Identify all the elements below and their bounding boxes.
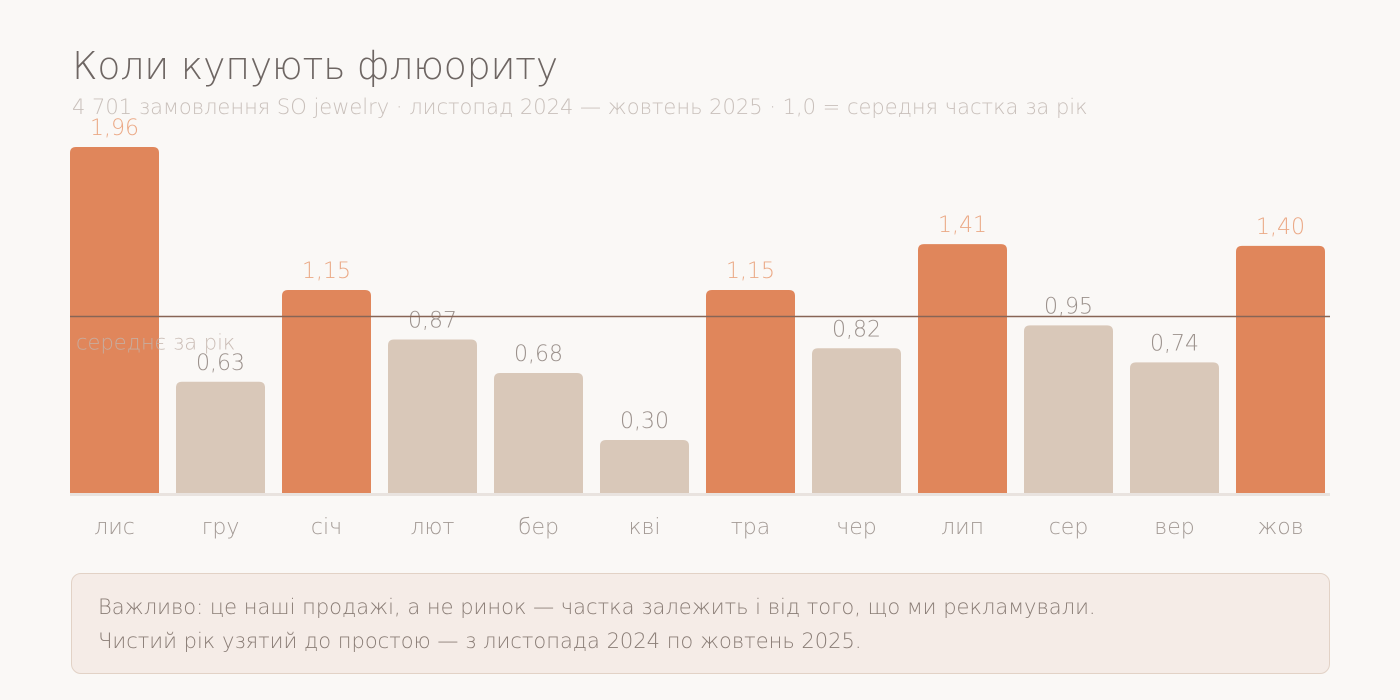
month-label-тра: тра [731,515,771,540]
chart-baseline [70,493,1330,496]
bar-тра [706,290,795,493]
value-label-бер: 0,68 [514,342,563,367]
value-label-лип: 1,41 [938,213,987,238]
note-line-1: Важливо: це наші продажі, а не ринок — ч… [98,595,1096,619]
month-label-лют: лют [410,515,454,540]
bar-гру [176,381,265,493]
note-line-2: Чистий рік узятий до простою — з листопа… [98,629,862,653]
value-label-вер: 0,74 [1150,331,1199,356]
value-label-сер: 0,95 [1044,294,1093,319]
note-box: Важливо: це наші продажі, а не ринок — ч… [71,573,1330,674]
value-label-лис: 1,96 [90,116,139,141]
bar-січ [282,290,371,493]
value-label-чер: 0,82 [832,317,881,342]
month-label-бер: бер [518,515,559,540]
chart-title: Коли купують флюориту [72,44,558,88]
bar-chart: 1,96 лис 0,63 гру 1,15 січ 0,87 лют 0,68 бер 0,30 к… [70,116,1330,540]
value-label-січ: 1,15 [302,259,351,284]
month-label-кві: кві [628,515,660,540]
bar-сер [1024,325,1113,493]
bar-чер [812,348,901,493]
month-label-гру: гру [202,515,240,540]
month-label-лис: лис [94,515,135,540]
month-label-жов: жов [1257,515,1303,540]
month-label-лип: лип [941,515,984,540]
value-label-кві: 0,30 [620,409,669,434]
month-label-чер: чер [836,515,877,540]
value-label-жов: 1,40 [1256,215,1305,240]
average-line-label: середнє за рік [76,331,235,355]
bar-жов [1236,245,1325,493]
month-label-сер: сер [1049,515,1089,540]
bar-лип [918,244,1007,493]
bar-кві [600,440,689,493]
value-label-тра: 1,15 [726,259,775,284]
bar-бер [494,372,583,493]
bar-лют [388,339,477,493]
month-label-січ: січ [311,515,342,540]
value-label-лют: 0,87 [408,308,457,333]
bar-лис [70,147,159,493]
month-label-вер: вер [1154,515,1194,540]
chart-subtitle: 4 701 замовлення SO jewelry · листопад 2… [72,95,1088,119]
bar-вер [1130,362,1219,493]
value-label-гру: 0,63 [196,351,245,376]
